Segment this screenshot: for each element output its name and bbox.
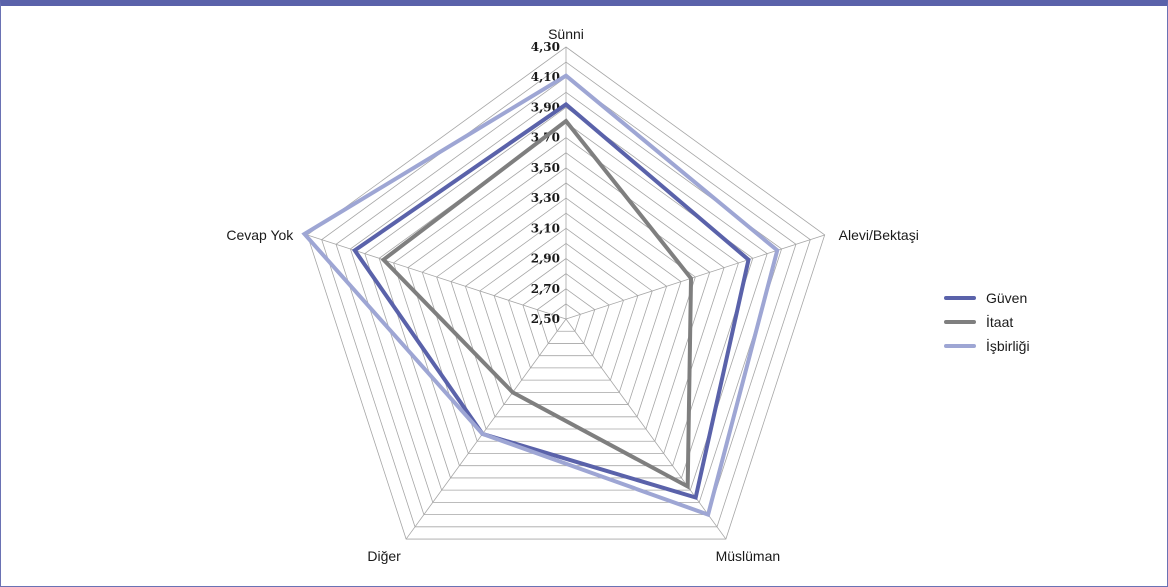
axis-spoke: [307, 234, 567, 320]
tick-label: 2,70: [531, 282, 560, 296]
grid-ring: [493, 242, 639, 381]
legend-label-isbirligi: İşbirliği: [986, 338, 1030, 354]
legend: Güven İtaat İşbirliği: [944, 286, 1030, 358]
tick-label: 3,50: [531, 161, 560, 175]
grid-ring: [306, 46, 826, 540]
legend-swatch-isbirligi: [944, 344, 976, 348]
legend-item-itaat: İtaat: [944, 310, 1030, 334]
series-line: [301, 73, 780, 518]
category-label: Diğer: [367, 548, 401, 564]
series-line: [380, 118, 694, 490]
category-labels: Sünni Alevi/Bektaşi Müslüman Diğer Cevap Yok: [226, 26, 918, 564]
grid-ring: [335, 76, 797, 516]
legend-swatch-guven: [944, 296, 976, 300]
grid-ring: [450, 197, 682, 418]
radial-tick-labels: 2,502,702,903,103,303,503,703,904,104,30: [531, 40, 560, 326]
grid-ring: [536, 288, 596, 344]
grid-ring: [364, 106, 768, 491]
tick-label: 3,30: [531, 191, 560, 205]
tick-label: 2,90: [531, 252, 560, 266]
grid-ring: [321, 61, 811, 528]
legend-item-guven: Güven: [944, 286, 1030, 310]
grid-ring: [508, 258, 624, 369]
legend-label-itaat: İtaat: [986, 314, 1014, 330]
category-label: Müslüman: [716, 548, 781, 564]
category-label: Sünni: [548, 26, 584, 42]
radar-axes: [307, 47, 825, 540]
legend-label-guven: Güven: [986, 290, 1028, 306]
axis-spoke: [565, 318, 727, 540]
tick-label: 3,90: [531, 100, 560, 114]
grid-ring: [436, 182, 696, 430]
data-series: [301, 73, 780, 518]
grid-ring: [479, 227, 653, 393]
tick-label: 4,30: [531, 40, 560, 54]
grid-ring: [551, 303, 581, 332]
grid-ring: [464, 212, 668, 405]
legend-item-isbirligi: İşbirliği: [944, 334, 1030, 358]
tick-label: 4,10: [531, 70, 560, 84]
grid-ring: [407, 152, 725, 454]
category-label: Alevi/Bektaşi: [839, 227, 919, 243]
grid-ring: [421, 167, 711, 442]
tick-label: 3,10: [531, 221, 560, 235]
axis-spoke: [565, 234, 825, 320]
axis-spoke: [405, 318, 567, 540]
legend-swatch-itaat: [944, 320, 976, 324]
series-line: [351, 101, 751, 501]
tick-label: 2,50: [531, 312, 560, 326]
grid-ring: [522, 273, 610, 357]
category-label: Cevap Yok: [226, 227, 294, 243]
